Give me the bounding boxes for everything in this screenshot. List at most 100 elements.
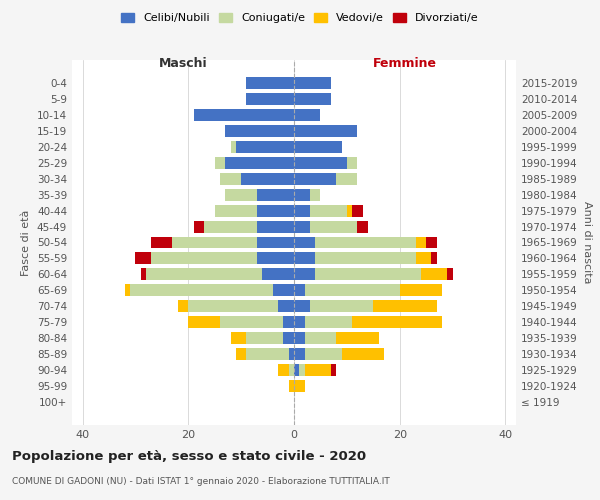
Bar	[204, 220, 257, 232]
Bar	[225, 188, 257, 200]
Bar	[331, 364, 336, 376]
Bar	[421, 268, 447, 280]
Bar	[294, 204, 310, 216]
Bar	[352, 204, 363, 216]
Bar	[151, 252, 257, 264]
Bar	[416, 252, 431, 264]
Bar	[294, 300, 310, 312]
Bar	[294, 316, 305, 328]
Bar	[178, 300, 188, 312]
Bar	[294, 140, 341, 152]
Bar	[305, 332, 336, 344]
Bar	[136, 252, 151, 264]
Bar	[305, 316, 352, 328]
Bar	[247, 348, 289, 360]
Bar	[278, 364, 289, 376]
Bar	[130, 284, 273, 296]
Bar	[305, 364, 331, 376]
Bar	[289, 348, 294, 360]
Bar	[247, 332, 283, 344]
Bar	[283, 332, 294, 344]
Bar	[188, 316, 220, 328]
Bar	[294, 220, 310, 232]
Bar	[215, 156, 225, 168]
Bar	[141, 268, 146, 280]
Bar	[294, 156, 347, 168]
Bar	[315, 236, 416, 248]
Bar	[305, 348, 341, 360]
Bar	[294, 380, 305, 392]
Bar	[294, 108, 320, 120]
Bar	[247, 92, 294, 104]
Bar	[294, 76, 331, 88]
Bar	[257, 204, 294, 216]
Bar	[310, 220, 358, 232]
Bar	[294, 364, 299, 376]
Bar	[294, 92, 331, 104]
Bar	[278, 300, 294, 312]
Bar	[352, 316, 442, 328]
Bar	[220, 172, 241, 184]
Bar	[241, 172, 294, 184]
Bar	[305, 284, 400, 296]
Bar	[310, 300, 373, 312]
Bar	[230, 140, 236, 152]
Bar	[358, 220, 368, 232]
Bar	[294, 332, 305, 344]
Legend: Celibi/Nubili, Coniugati/e, Vedovi/e, Divorziati/e: Celibi/Nubili, Coniugati/e, Vedovi/e, Di…	[117, 8, 483, 28]
Bar	[294, 348, 305, 360]
Bar	[336, 172, 358, 184]
Bar	[220, 316, 283, 328]
Bar	[273, 284, 294, 296]
Bar	[188, 300, 278, 312]
Bar	[257, 236, 294, 248]
Bar	[194, 220, 204, 232]
Bar	[336, 332, 379, 344]
Bar	[283, 316, 294, 328]
Bar	[146, 268, 262, 280]
Bar	[257, 252, 294, 264]
Bar	[172, 236, 257, 248]
Text: COMUNE DI GADONI (NU) - Dati ISTAT 1° gennaio 2020 - Elaborazione TUTTITALIA.IT: COMUNE DI GADONI (NU) - Dati ISTAT 1° ge…	[12, 478, 390, 486]
Bar	[236, 348, 247, 360]
Bar	[416, 236, 426, 248]
Bar	[310, 204, 347, 216]
Bar	[426, 236, 437, 248]
Y-axis label: Anni di nascita: Anni di nascita	[581, 201, 592, 284]
Text: Popolazione per età, sesso e stato civile - 2020: Popolazione per età, sesso e stato civil…	[12, 450, 366, 463]
Bar	[431, 252, 437, 264]
Bar	[294, 252, 315, 264]
Bar	[294, 188, 310, 200]
Bar	[151, 236, 172, 248]
Bar	[294, 172, 336, 184]
Bar	[257, 220, 294, 232]
Bar	[294, 236, 315, 248]
Text: Maschi: Maschi	[158, 57, 208, 70]
Bar	[294, 124, 358, 136]
Bar	[347, 156, 358, 168]
Bar	[347, 204, 352, 216]
Bar	[225, 124, 294, 136]
Bar	[236, 140, 294, 152]
Bar	[400, 284, 442, 296]
Bar	[215, 204, 257, 216]
Bar	[294, 268, 315, 280]
Text: Femmine: Femmine	[373, 57, 437, 70]
Bar	[315, 268, 421, 280]
Bar	[341, 348, 384, 360]
Bar	[125, 284, 130, 296]
Bar	[230, 332, 247, 344]
Bar	[447, 268, 452, 280]
Bar	[373, 300, 437, 312]
Bar	[315, 252, 416, 264]
Bar	[310, 188, 320, 200]
Bar	[194, 108, 294, 120]
Bar	[289, 364, 294, 376]
Bar	[257, 188, 294, 200]
Bar	[299, 364, 305, 376]
Y-axis label: Fasce di età: Fasce di età	[22, 210, 31, 276]
Bar	[262, 268, 294, 280]
Bar	[294, 284, 305, 296]
Bar	[247, 76, 294, 88]
Bar	[225, 156, 294, 168]
